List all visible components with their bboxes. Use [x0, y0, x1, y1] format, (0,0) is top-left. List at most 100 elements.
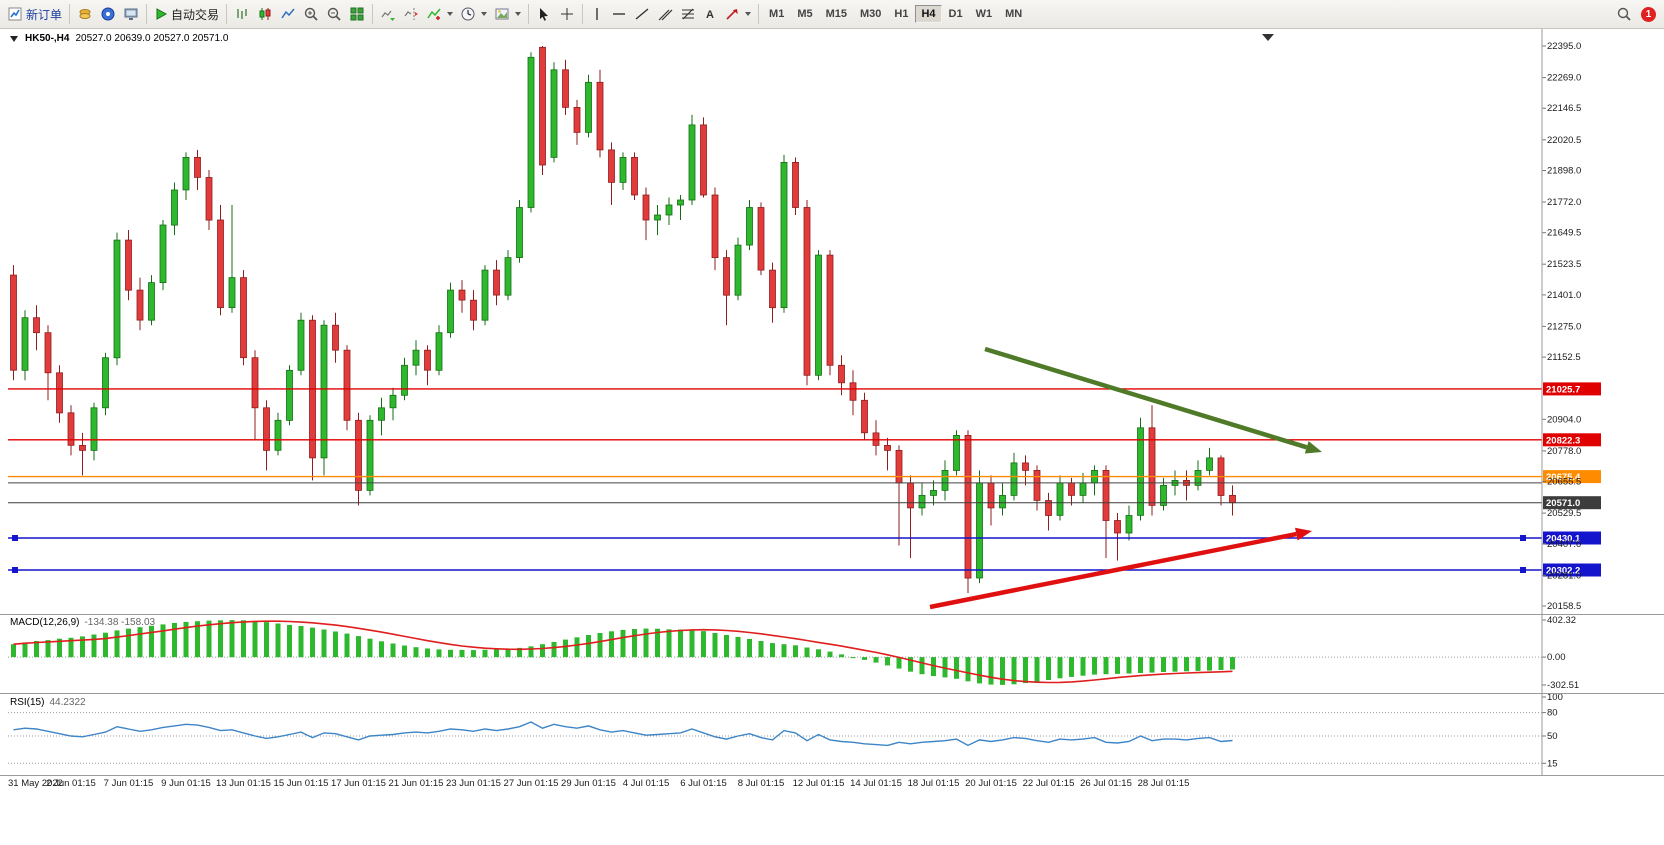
bar-chart-button[interactable] [231, 4, 253, 24]
svg-text:7 Jun 01:15: 7 Jun 01:15 [104, 778, 154, 789]
templates-button[interactable] [491, 4, 524, 24]
terminal-button[interactable] [120, 4, 142, 24]
svg-text:31 May 2022: 31 May 2022 [8, 778, 63, 789]
new-order-button[interactable]: 新订单 [4, 4, 65, 25]
svg-text:20655.5: 20655.5 [1547, 477, 1581, 488]
chart-shift-button[interactable] [400, 4, 422, 24]
line-chart-icon [281, 8, 295, 19]
vertical-line-tool[interactable] [587, 4, 607, 24]
timeframe-h4[interactable]: H4 [915, 5, 942, 23]
chevron-down-icon [515, 12, 522, 16]
notification-badge[interactable]: 1 [1641, 6, 1656, 22]
svg-text:21772.0: 21772.0 [1547, 197, 1581, 208]
auto-trading-button[interactable]: 自动交易 [151, 4, 222, 25]
tile-windows-icon [350, 7, 364, 21]
svg-text:8 Jul 01:15: 8 Jul 01:15 [738, 778, 784, 789]
chart-header: HK50-,H4 20527.0 20639.0 20527.0 20571.0 [10, 33, 228, 44]
fibonacci-tool[interactable] [677, 4, 699, 24]
periods-button[interactable] [457, 4, 490, 24]
svg-text:21523.5: 21523.5 [1547, 259, 1581, 270]
svg-text:50: 50 [1547, 731, 1558, 742]
auto-scroll-icon [381, 10, 396, 21]
zoom-out-icon [327, 7, 341, 21]
indicators-button[interactable] [423, 4, 456, 24]
chart-area[interactable]: HK50-,H4 20527.0 20639.0 20527.0 20571.0… [0, 29, 1664, 845]
svg-text:14 Jul 01:15: 14 Jul 01:15 [850, 778, 902, 789]
svg-text:A: A [706, 9, 714, 21]
macd-values: -134.38 -158.03 [84, 617, 156, 628]
svg-text:21025.7: 21025.7 [1546, 384, 1580, 395]
timeframe-h1[interactable]: H1 [894, 8, 909, 20]
horizontal-line-tool[interactable] [608, 4, 630, 24]
separator [528, 4, 530, 24]
line-chart-button[interactable] [277, 4, 299, 24]
svg-text:2 Jun 01:15: 2 Jun 01:15 [46, 778, 96, 789]
timeframe-m30[interactable]: M30 [860, 8, 882, 20]
separator [146, 4, 148, 24]
svg-text:80: 80 [1547, 708, 1558, 719]
svg-text:20571.0: 20571.0 [1546, 498, 1580, 509]
bar-chart-icon [237, 9, 247, 19]
search-button[interactable] [1613, 4, 1635, 24]
timeframe-m5[interactable]: M5 [797, 8, 813, 20]
candlestick-chart-icon [259, 8, 271, 20]
ohlc-values: 20527.0 20639.0 20527.0 20571.0 [75, 33, 229, 44]
macd-name: MACD(12,26,9) [10, 617, 80, 628]
svg-text:9 Jun 01:15: 9 Jun 01:15 [161, 778, 211, 789]
chart-canvas[interactable]: 21025.7 20822.3 20675.4 20571.0 20430.1 20302… [0, 29, 1664, 845]
search-icon [1617, 7, 1631, 21]
separator [758, 4, 760, 24]
vertical-line-icon [596, 8, 598, 20]
svg-text:26 Jul 01:15: 26 Jul 01:15 [1080, 778, 1132, 789]
text-tool[interactable]: A [700, 4, 720, 24]
template-icon [495, 8, 509, 20]
svg-text:20430.1: 20430.1 [1546, 534, 1581, 545]
new-order-icon [8, 7, 22, 21]
svg-text:20158.5: 20158.5 [1547, 601, 1581, 612]
fibonacci-icon [682, 8, 695, 20]
trendline-icon [635, 8, 649, 20]
channel-tool[interactable] [654, 4, 676, 24]
timeframe-m1[interactable]: M1 [769, 8, 785, 20]
cursor-tool-button[interactable] [533, 4, 555, 24]
auto-trading-label: 自动交易 [171, 7, 220, 22]
zoom-in-button[interactable] [300, 4, 322, 24]
timeframe-mn[interactable]: MN [1005, 8, 1023, 20]
symbol-period-label: HK50-,H4 [25, 33, 70, 44]
svg-text:22 Jul 01:15: 22 Jul 01:15 [1023, 778, 1075, 789]
zoom-in-icon [304, 7, 318, 21]
trendline-tool[interactable] [631, 4, 653, 24]
svg-text:22395.0: 22395.0 [1547, 41, 1581, 52]
terminal-icon [124, 8, 138, 20]
zoom-out-button[interactable] [323, 4, 345, 24]
svg-text:20822.3: 20822.3 [1546, 435, 1580, 446]
timeframe-m15[interactable]: M15 [825, 8, 847, 20]
svg-text:20 Jul 01:15: 20 Jul 01:15 [965, 778, 1017, 789]
svg-text:27 Jun 01:15: 27 Jun 01:15 [504, 778, 559, 789]
clock-icon [461, 7, 475, 21]
crosshair-tool-button[interactable] [556, 4, 578, 24]
chevron-down-icon [447, 12, 454, 16]
collapse-triangle-icon[interactable] [10, 35, 18, 42]
svg-text:21152.5: 21152.5 [1547, 352, 1581, 363]
arrow-tool-icon [726, 9, 738, 20]
tile-windows-button[interactable] [346, 4, 368, 24]
svg-text:20675.4: 20675.4 [1546, 472, 1581, 483]
svg-text:18 Jul 01:15: 18 Jul 01:15 [908, 778, 960, 789]
svg-text:23 Jun 01:15: 23 Jun 01:15 [446, 778, 501, 789]
arrows-tool[interactable] [721, 4, 754, 24]
svg-text:20529.5: 20529.5 [1547, 508, 1581, 519]
svg-text:20302.2: 20302.2 [1546, 566, 1580, 577]
rsi-value: 44.2322 [49, 697, 86, 708]
toolbar: 新订单 自动交易 [0, 0, 1664, 29]
separator [69, 4, 71, 24]
navigator-button[interactable] [97, 4, 119, 24]
macd-indicator-label: MACD(12,26,9) -134.38 -158.03 [10, 617, 155, 628]
timeframe-d1[interactable]: D1 [948, 8, 963, 20]
candlestick-chart-button[interactable] [254, 4, 276, 24]
svg-text:21401.0: 21401.0 [1547, 290, 1581, 301]
auto-scroll-button[interactable] [377, 4, 399, 24]
indicators-icon [427, 8, 441, 20]
market-watch-button[interactable] [74, 4, 96, 24]
timeframe-w1[interactable]: W1 [975, 8, 993, 20]
